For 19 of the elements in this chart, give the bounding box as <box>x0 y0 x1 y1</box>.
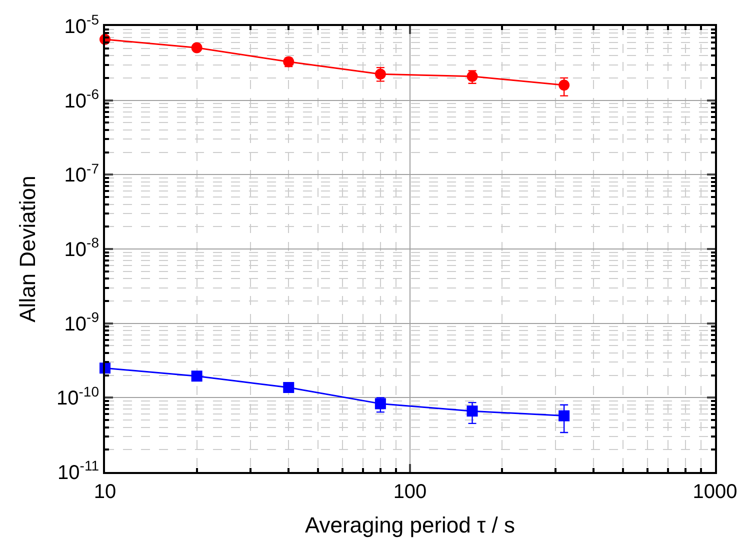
point <box>374 398 386 410</box>
y-tick-label: 10$^{-6}$ <box>64 86 100 112</box>
point <box>558 410 570 422</box>
y-tick-label: 10$^{-8}$ <box>64 234 100 261</box>
x-axis-title: Averaging period τ / s <box>304 512 516 538</box>
y-tick-label: 10$^{-11}$ <box>58 458 100 484</box>
x-tick-label: 1000 <box>692 481 738 503</box>
y-axis-title: Allan Deviation <box>14 176 40 322</box>
point <box>558 80 570 91</box>
y-tick-label: 10$^{-7}$ <box>64 160 100 187</box>
point <box>191 370 202 382</box>
x-tick-label: 10 <box>94 481 116 503</box>
x-tick-label: 100 <box>393 481 427 503</box>
y-tick-label: 10$^{-9}$ <box>64 308 100 336</box>
y-tick-label: 10$^{-5}$ <box>64 12 100 38</box>
y-tick-label: 10$^{-10}$ <box>56 383 100 410</box>
point <box>466 406 478 417</box>
point <box>283 382 294 393</box>
point <box>191 42 202 54</box>
